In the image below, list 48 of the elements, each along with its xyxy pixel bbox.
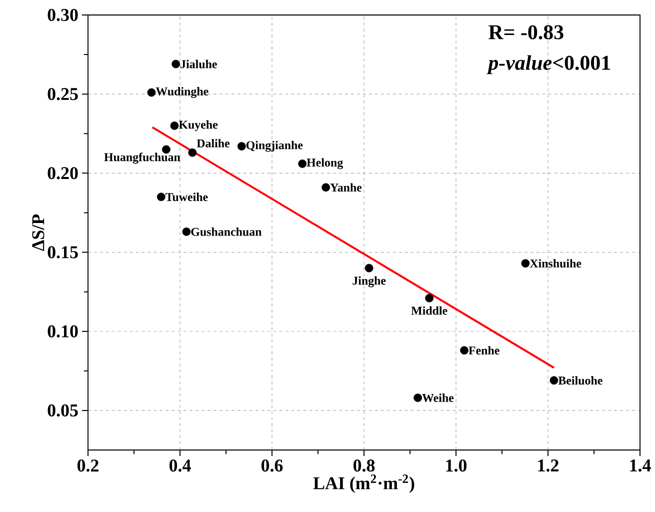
annotation: Jialuhe	[180, 60, 217, 68]
x-axis-title: LAI (m$^{2}$·m$^{-2}$)	[313, 474, 414, 493]
annotation: Jinghe	[352, 276, 386, 288]
y-tick-label: 0.15	[48, 246, 78, 258]
annotation: Gushanchuan	[191, 227, 262, 236]
y-tick-label: 0.10	[48, 325, 78, 338]
annotation: Beiluohe	[558, 376, 602, 385]
point	[182, 228, 191, 236]
point	[298, 159, 307, 168]
x-tick-label: 0.2	[77, 460, 98, 472]
x-tick-label: 1.4	[630, 460, 651, 472]
x-tick-label: 0.6	[261, 460, 283, 472]
annotation: Qingjianhe	[246, 140, 303, 152]
annotation: Yanhe	[330, 183, 362, 192]
point	[550, 376, 558, 385]
annotation: Xinshuihe	[530, 259, 582, 268]
point	[147, 88, 156, 97]
point	[237, 142, 246, 150]
x-tick-label: 1.0	[446, 460, 467, 472]
point	[521, 259, 530, 268]
annotation: Tuweihe	[166, 192, 208, 202]
point	[364, 264, 374, 272]
y-tick-label: 0.30	[48, 8, 78, 22]
point	[172, 60, 180, 68]
annotation: Wudinghe	[156, 87, 208, 98]
point	[322, 183, 330, 192]
annotation: R= -0.83	[488, 25, 564, 40]
annotation: Huangfuchuan	[104, 152, 180, 164]
annotation: Weihe	[422, 394, 454, 402]
y-axis-title: ΔS/P	[32, 214, 44, 251]
y-tick-label: 0.05	[48, 404, 78, 417]
point	[188, 148, 197, 157]
point	[170, 122, 179, 130]
point	[460, 346, 468, 355]
annotation: Middle	[411, 306, 448, 315]
x-tick-label: 0.4	[169, 460, 191, 472]
annotation: Kuyehe	[178, 120, 218, 132]
point	[156, 192, 166, 202]
point	[425, 294, 434, 302]
y-tick-label: 0.20	[48, 167, 78, 180]
x-tick-label: 1.2	[538, 460, 558, 472]
x-tick-label: 0.8	[353, 460, 375, 472]
annotation: Helong	[306, 158, 343, 170]
annotation: p-value<0.001	[486, 55, 610, 74]
annotation: Fenhe	[468, 346, 500, 355]
point	[414, 394, 422, 402]
annotation: Dalihe	[196, 139, 230, 148]
y-tick-label: 0.25	[48, 88, 78, 100]
